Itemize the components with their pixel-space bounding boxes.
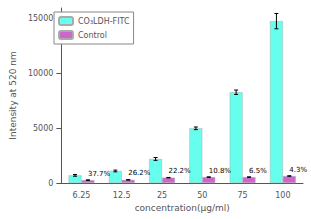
svg-text:50: 50 <box>197 191 207 200</box>
svg-text:75: 75 <box>237 191 247 200</box>
svg-text:25: 25 <box>157 191 167 200</box>
svg-text:5000: 5000 <box>33 124 53 133</box>
svg-text:6.25: 6.25 <box>73 191 91 200</box>
svg-text:10.8%: 10.8% <box>209 167 232 175</box>
svg-text:0: 0 <box>48 179 53 188</box>
svg-text:15000: 15000 <box>28 14 53 23</box>
svg-text:10000: 10000 <box>28 69 53 78</box>
svg-text:Control: Control <box>78 31 107 40</box>
svg-text:6.5%: 6.5% <box>249 167 267 175</box>
svg-text:CO₃LDH-FITC: CO₃LDH-FITC <box>78 17 130 26</box>
svg-text:22.2%: 22.2% <box>168 167 191 175</box>
svg-text:12.5: 12.5 <box>113 191 131 200</box>
svg-text:100: 100 <box>275 191 290 200</box>
svg-text:37.7%: 37.7% <box>88 170 111 178</box>
svg-text:Intensity at 520 nm: Intensity at 520 nm <box>8 51 18 139</box>
svg-text:4.3%: 4.3% <box>289 166 307 174</box>
svg-text:26.2%: 26.2% <box>128 169 151 177</box>
svg-text:concentration(μg/ml): concentration(μg/ml) <box>135 203 230 213</box>
